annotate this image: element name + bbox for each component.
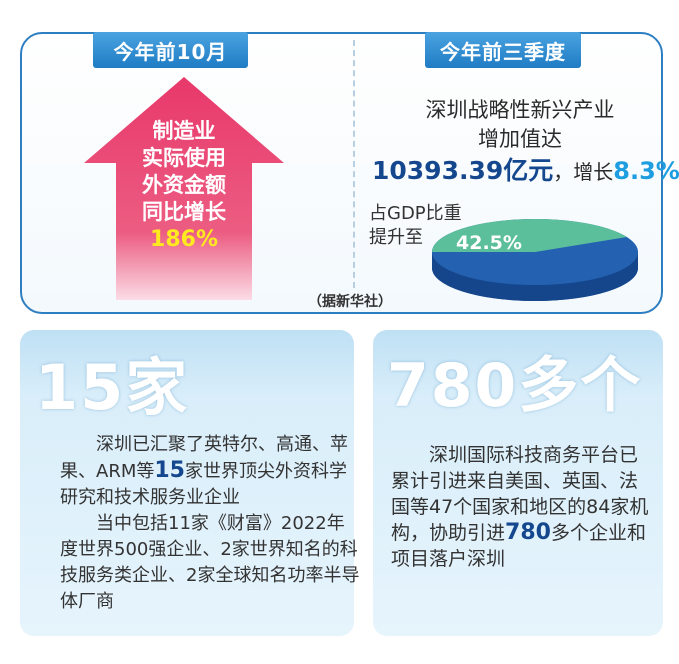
pie-share-slice bbox=[431, 218, 627, 252]
arrow-text: 制造业 实际使用 外资金额 同比增长 186% bbox=[122, 118, 246, 253]
arrow-line-3: 外资金额 bbox=[142, 173, 226, 197]
right-card-heading: 780多个 bbox=[387, 351, 643, 421]
arrow-line-2: 实际使用 bbox=[142, 146, 226, 170]
left-p1-number: 15 bbox=[154, 458, 185, 483]
left-card-paragraph-2: 当中包括11家《财富》2022年度世界500强企业、2家世界知名的科技服务类企业… bbox=[60, 513, 360, 612]
right-title-line2: 增加值达 bbox=[478, 127, 562, 151]
left-p1-text-a: 深圳已汇聚了英特尔、高通、苹果、ARM等 bbox=[60, 434, 348, 482]
growth-percent: 8.3% bbox=[613, 157, 679, 185]
right-card-paragraph: 深圳国际科技商务平台已累计引进来自美国、英国、法国等47个国家和地区的84家机构… bbox=[391, 442, 656, 572]
right-card-body: 深圳国际科技商务平台已累计引进来自美国、英国、法国等47个国家和地区的84家机构… bbox=[391, 442, 656, 572]
up-arrow-icon bbox=[84, 77, 284, 300]
gdp-percent: 42.5% bbox=[456, 232, 522, 254]
right-p-text-a: 深圳国际科技商务平台已累计引进来自美国、英国、法国等47个国家和地区的84家机构… bbox=[391, 444, 649, 544]
left-card-paragraph-1: 深圳已汇聚了英特尔、高通、苹果、ARM等15家世界顶尖外资科学研究和技术服务业企… bbox=[60, 432, 360, 511]
source-note: （据新华社） bbox=[308, 294, 392, 310]
left-period-tab: 今年前10月 bbox=[93, 32, 248, 68]
arrow-line-4: 同比增长 bbox=[142, 200, 226, 224]
left-card-heading: 15家 bbox=[35, 351, 190, 424]
right-period-tab: 今年前三季度 bbox=[425, 32, 581, 68]
arrow-percent: 186% bbox=[150, 227, 218, 252]
gdp-label: 占GDP比重 提升至 bbox=[369, 202, 462, 250]
right-value-line: 10393.39亿元，增长8.3% bbox=[372, 151, 679, 187]
right-title-line1: 深圳战略性新兴产业 bbox=[425, 98, 615, 122]
dashed-divider bbox=[353, 40, 355, 288]
right-p-text-b: 多个企业和项目落户深圳 bbox=[391, 522, 646, 570]
gdp-pie-chart bbox=[431, 218, 638, 301]
gdp-label-line2: 提升至 bbox=[369, 227, 423, 248]
left-card-body: 深圳已汇聚了英特尔、高通、苹果、ARM等15家世界顶尖外资科学研究和技术服务业企… bbox=[60, 432, 360, 615]
arrow-line-1: 制造业 bbox=[152, 119, 216, 143]
added-value: 10393.39亿元 bbox=[372, 156, 554, 185]
gdp-label-line1: 占GDP比重 bbox=[369, 203, 462, 224]
right-title: 深圳战略性新兴产业 增加值达 bbox=[380, 96, 660, 154]
left-card: 15家 深圳已汇聚了英特尔、高通、苹果、ARM等15家世界顶尖外资科学研究和技术… bbox=[20, 330, 359, 636]
right-card: 780多个 深圳国际科技商务平台已累计引进来自美国、英国、法国等47个国家和地区… bbox=[373, 330, 663, 636]
growth-prefix: ，增长 bbox=[553, 160, 614, 184]
right-p-number: 780 bbox=[505, 520, 551, 545]
left-p1-text-b: 家世界顶尖外资科学研究和技术服务业企业 bbox=[60, 461, 347, 508]
